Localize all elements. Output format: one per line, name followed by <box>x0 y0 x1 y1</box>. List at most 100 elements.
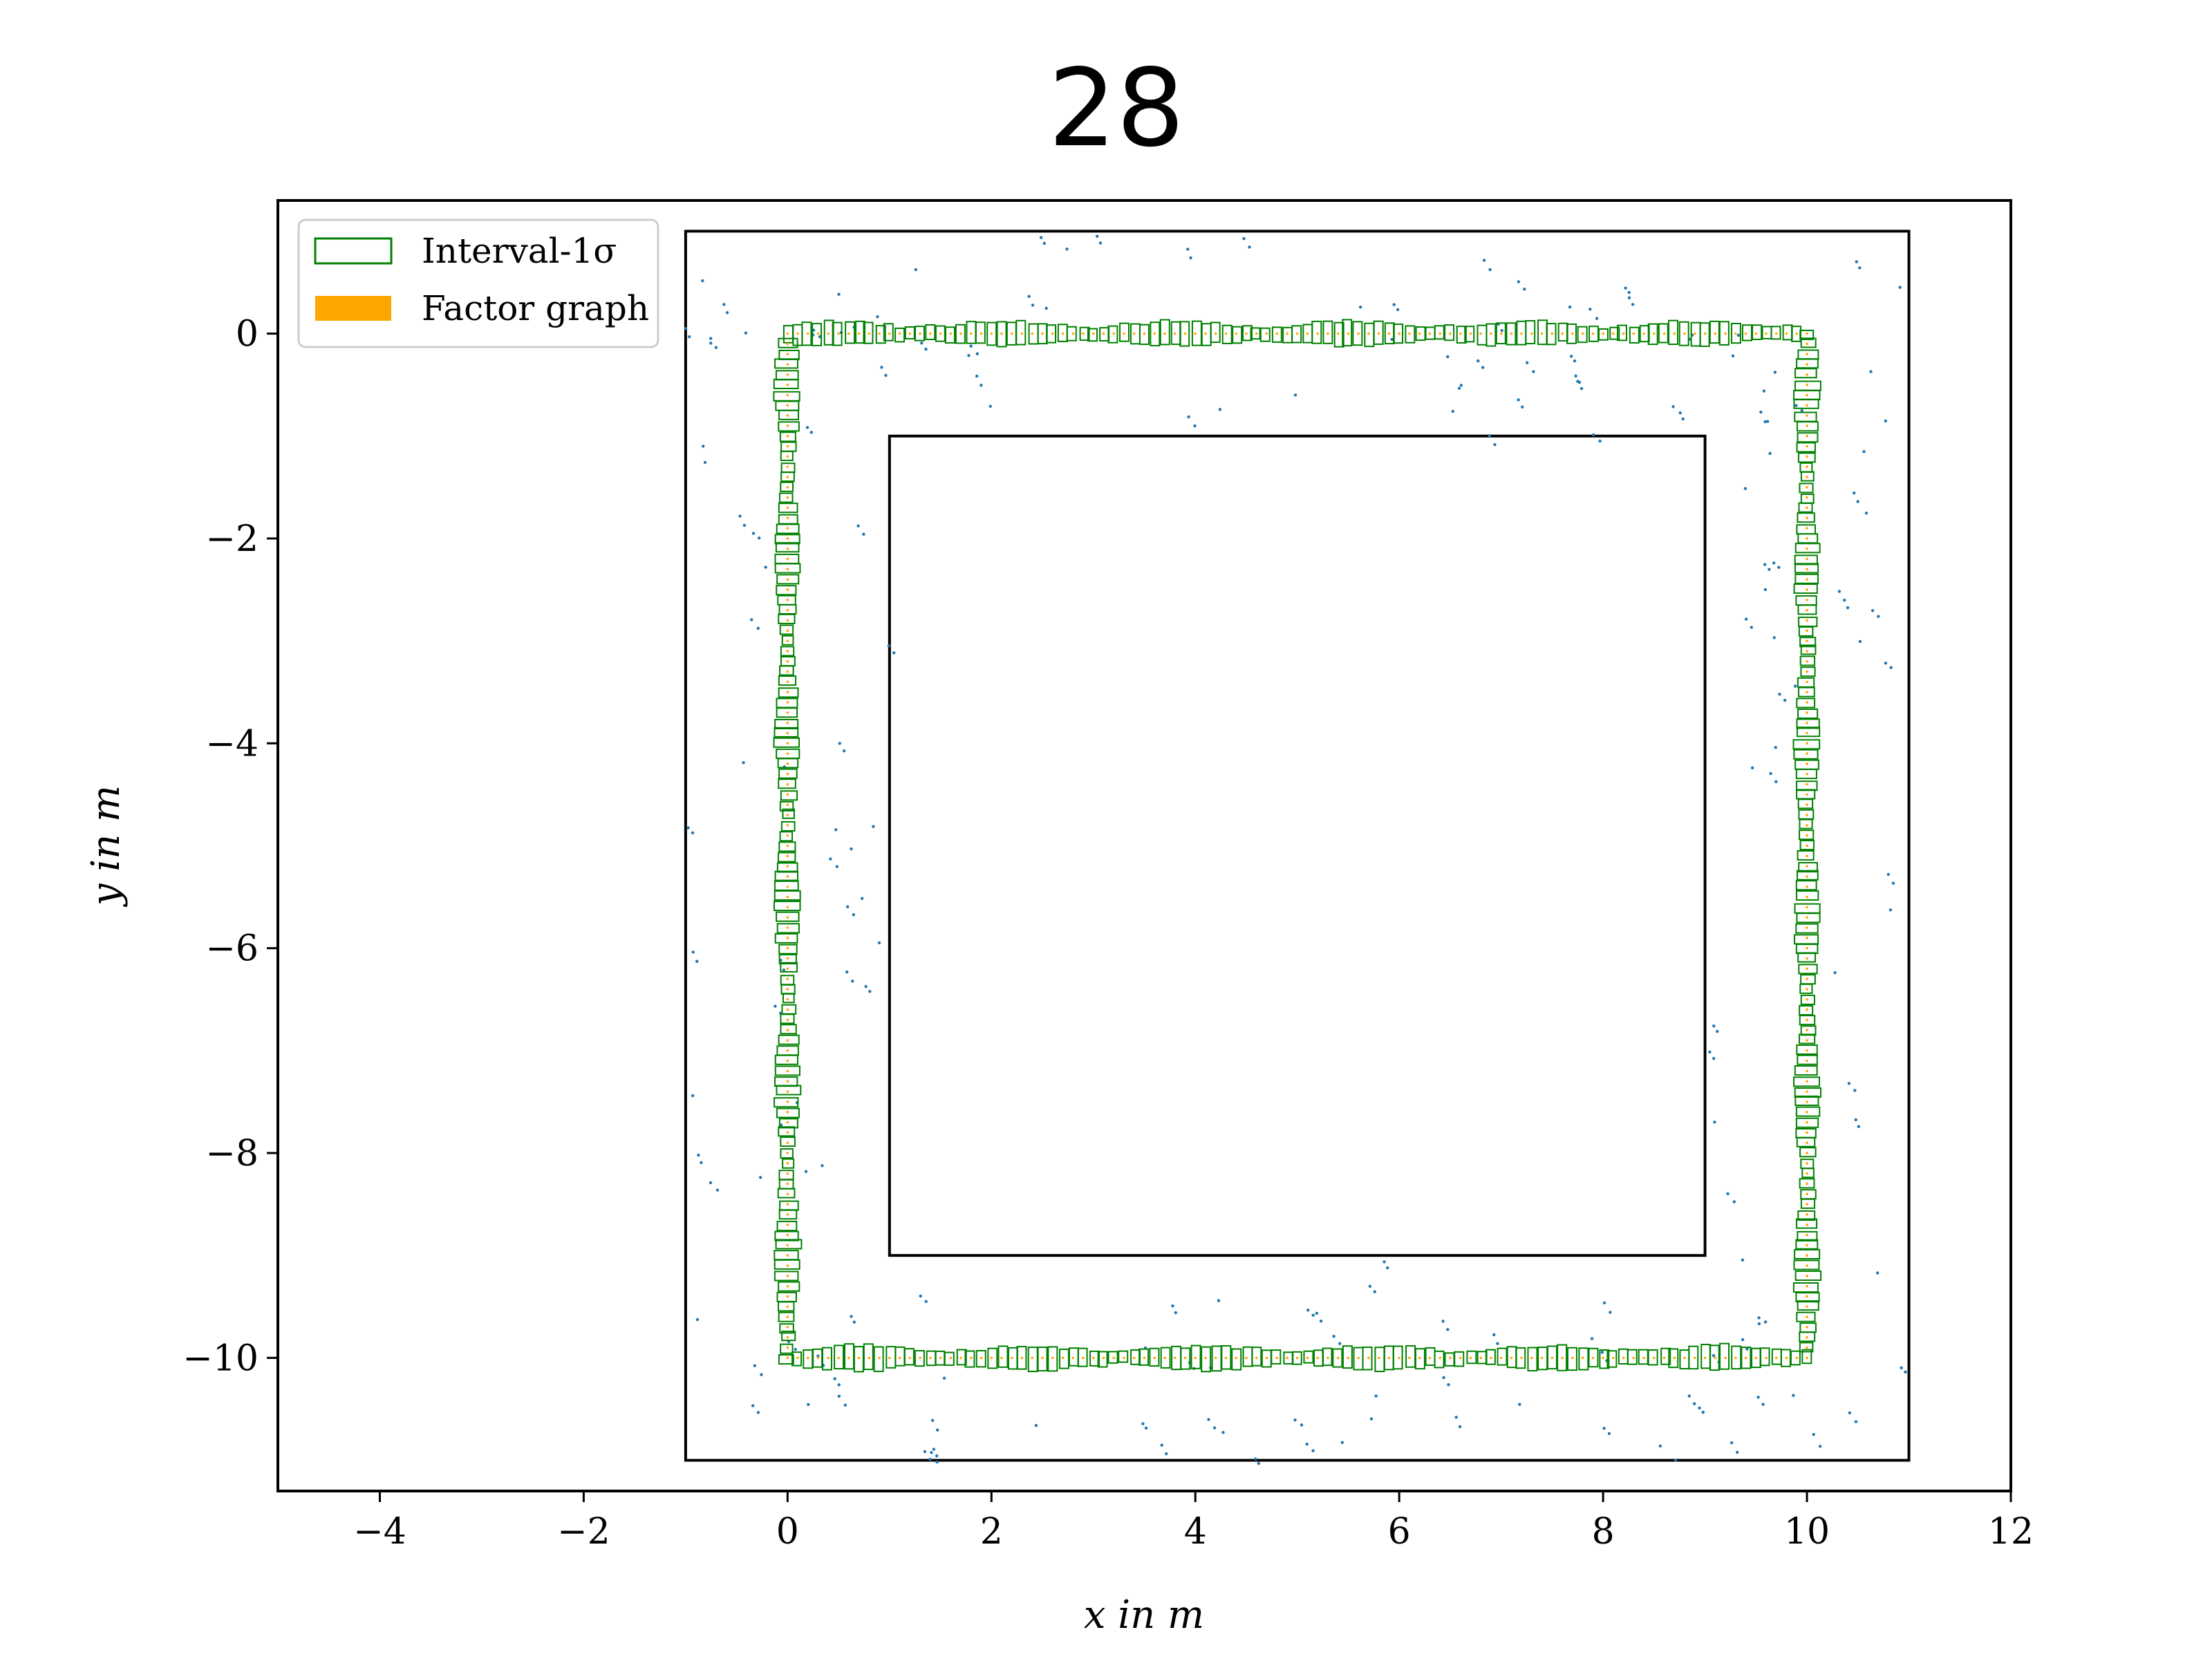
x-tick-label: 8 <box>1592 1511 1615 1553</box>
x-tick-label: 0 <box>776 1511 799 1553</box>
interval-box <box>1796 442 1816 453</box>
factor-graph-point <box>1602 332 1604 335</box>
factor-graph-point <box>786 1080 789 1083</box>
landmark-point <box>1591 433 1595 437</box>
factor-graph-point <box>1571 1356 1574 1360</box>
landmark-point <box>1525 361 1529 364</box>
factor-graph-point <box>786 393 789 397</box>
interval-box <box>1566 323 1577 344</box>
interval-box <box>1606 1350 1618 1368</box>
landmark-point <box>1096 234 1099 238</box>
interval-box <box>778 768 798 779</box>
factor-graph-point <box>786 578 789 581</box>
factor-graph-point <box>807 1356 809 1360</box>
interval-box <box>778 1281 800 1292</box>
factor-graph-point <box>1398 1356 1400 1360</box>
factor-graph-point <box>1662 1356 1666 1360</box>
interval-box <box>894 1346 906 1367</box>
landmark-point <box>1743 487 1747 490</box>
landmark-point <box>1446 355 1450 359</box>
interval-box <box>1709 320 1720 344</box>
factor-graph-point <box>1224 1356 1228 1360</box>
interval-box <box>780 646 795 657</box>
interval-box <box>1506 322 1517 346</box>
factor-graph-point <box>1765 1356 1768 1360</box>
factor-graph-point <box>1275 1356 1279 1360</box>
factor-graph-point <box>1020 1356 1024 1360</box>
factor-graph-point <box>1806 885 1808 888</box>
interval-box <box>774 1097 799 1108</box>
interval-box <box>780 441 797 452</box>
interval-box <box>956 1349 967 1366</box>
interval-box <box>834 1344 845 1370</box>
interval-box <box>1794 554 1818 565</box>
landmark-point <box>1039 236 1043 239</box>
landmark-point <box>1454 1416 1458 1419</box>
landmark-point <box>1744 617 1748 621</box>
interval-box <box>1444 324 1455 341</box>
factor-graph-point <box>1123 1356 1125 1360</box>
factor-graph-point <box>796 1356 799 1360</box>
landmark-point <box>1762 389 1766 393</box>
interval-box <box>987 1347 998 1369</box>
factor-graph-point <box>786 1275 789 1277</box>
interval-box <box>1797 798 1814 809</box>
interval-box <box>1718 321 1730 346</box>
landmark-point <box>852 912 856 917</box>
interval-box <box>781 635 794 646</box>
factor-graph-point <box>786 957 789 960</box>
factor-graph-point <box>786 1264 789 1267</box>
landmark-point <box>1598 439 1602 443</box>
factor-graph-point <box>1806 547 1808 550</box>
landmark-point <box>1716 1029 1719 1033</box>
interval-box <box>1557 322 1568 342</box>
factor-graph-point <box>786 1315 789 1318</box>
interval-box <box>823 319 834 346</box>
factor-graph-point <box>786 1335 789 1339</box>
factor-graph-point <box>786 895 789 899</box>
interval-box <box>1796 697 1816 709</box>
landmark-point <box>862 532 865 536</box>
interval-box <box>1796 1044 1818 1055</box>
factor-graph-point <box>1806 1049 1808 1052</box>
factor-graph-point <box>1347 332 1350 335</box>
factor-graph-point <box>1530 1356 1533 1360</box>
interval-box <box>776 748 800 759</box>
interval-box <box>1393 324 1404 344</box>
factor-graph-point <box>1683 332 1686 335</box>
interval-box <box>1364 322 1375 348</box>
factor-graph-point <box>786 506 789 509</box>
interval-box <box>1588 326 1600 342</box>
factor-graph-point <box>1347 1356 1350 1360</box>
factor-graph-point <box>1224 332 1228 335</box>
interval-box <box>1598 328 1609 341</box>
landmark-point <box>1750 766 1754 769</box>
factor-graph-point <box>1316 332 1319 335</box>
legend-swatch-factor-graph <box>315 296 391 321</box>
interval-box <box>776 1107 800 1118</box>
landmark-point <box>920 341 924 345</box>
interval-box <box>1799 482 1814 494</box>
interval-box <box>1797 1210 1816 1221</box>
factor-graph-point <box>786 1131 789 1134</box>
interval-box <box>1799 329 1815 341</box>
factor-graph-point <box>1806 650 1808 653</box>
interval-box <box>774 718 799 730</box>
interval-box <box>1097 1351 1108 1368</box>
factor-graph-point <box>786 608 789 612</box>
interval-box <box>774 1065 800 1076</box>
factor-graph-point <box>786 444 789 448</box>
landmark-point <box>809 431 814 434</box>
landmark-point <box>1098 241 1103 245</box>
interval-box <box>1118 1350 1129 1363</box>
factor-graph-point <box>1806 608 1808 612</box>
interval-box <box>1771 1348 1782 1365</box>
landmark-point <box>1451 409 1454 413</box>
landmark-point <box>764 565 767 569</box>
interval-box <box>1796 1311 1816 1322</box>
landmark-point <box>1338 1342 1342 1345</box>
landmark-point <box>1757 1322 1761 1326</box>
landmark-point <box>1532 370 1535 373</box>
interval-box <box>1794 368 1817 379</box>
landmark-point <box>1607 1432 1611 1436</box>
